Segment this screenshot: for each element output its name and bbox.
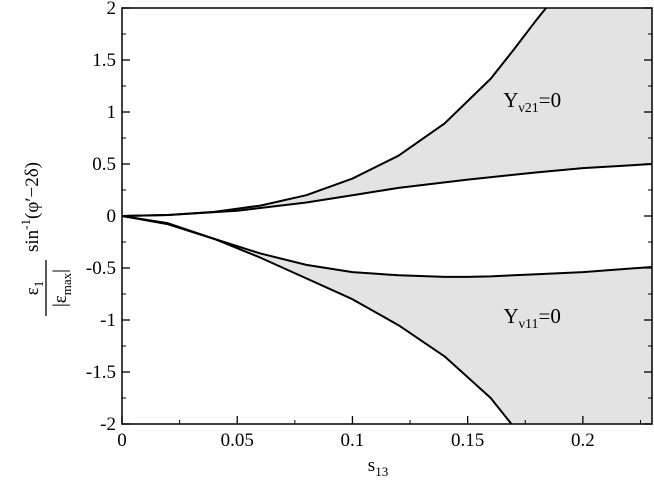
shaded-region-2 bbox=[122, 216, 652, 424]
x-tick-label: 0.2 bbox=[571, 430, 595, 451]
x-tick-label: 0 bbox=[117, 430, 127, 451]
x-axis-label: s13 bbox=[368, 455, 388, 479]
y-label-denominator: |εmax| bbox=[50, 269, 74, 307]
x-tick-label: 0.1 bbox=[341, 430, 365, 451]
x-tick-label: 0.15 bbox=[451, 430, 484, 451]
annotation-y-nu11: Yν11=0 bbox=[504, 304, 561, 332]
y-tick-label: -1 bbox=[100, 310, 116, 331]
y-tick-label: 0 bbox=[107, 206, 117, 227]
y-tick-label: 2 bbox=[107, 0, 117, 19]
x-tick-label: 0.05 bbox=[221, 430, 254, 451]
y-tick-label: 1.5 bbox=[92, 50, 116, 71]
series-line-3 bbox=[121, 215, 653, 278]
annotation-layer: Yν21=0 Yν11=0 bbox=[503, 88, 561, 332]
fill-layer bbox=[122, 8, 652, 424]
x-axis: 0 0.05 0.1 0.15 0.2 bbox=[117, 416, 641, 451]
y-tick-label: -1.5 bbox=[86, 362, 116, 383]
series-line-4 bbox=[121, 215, 513, 425]
y-label-factor: sin-1(φ′−2δ) bbox=[18, 162, 43, 252]
shaded-region-1 bbox=[122, 8, 652, 216]
y-tick-label: 1 bbox=[107, 102, 117, 123]
y-axis-label: ε1 |εmax| sin-1(φ′−2δ) bbox=[18, 162, 74, 316]
series-line-2 bbox=[121, 163, 653, 217]
y-tick-label: 0.5 bbox=[92, 154, 116, 175]
y-label-numerator: ε1 bbox=[22, 281, 46, 295]
y-axis: -2 -1.5 -1 -0.5 0 0.5 1 1.5 2 bbox=[86, 0, 652, 435]
y-tick-label: -0.5 bbox=[86, 258, 116, 279]
annotation-y-nu21: Yν21=0 bbox=[503, 88, 561, 116]
y-tick-label: -2 bbox=[100, 414, 116, 435]
x-axis-label-text: s13 bbox=[368, 455, 388, 479]
series-layer bbox=[121, 7, 653, 425]
